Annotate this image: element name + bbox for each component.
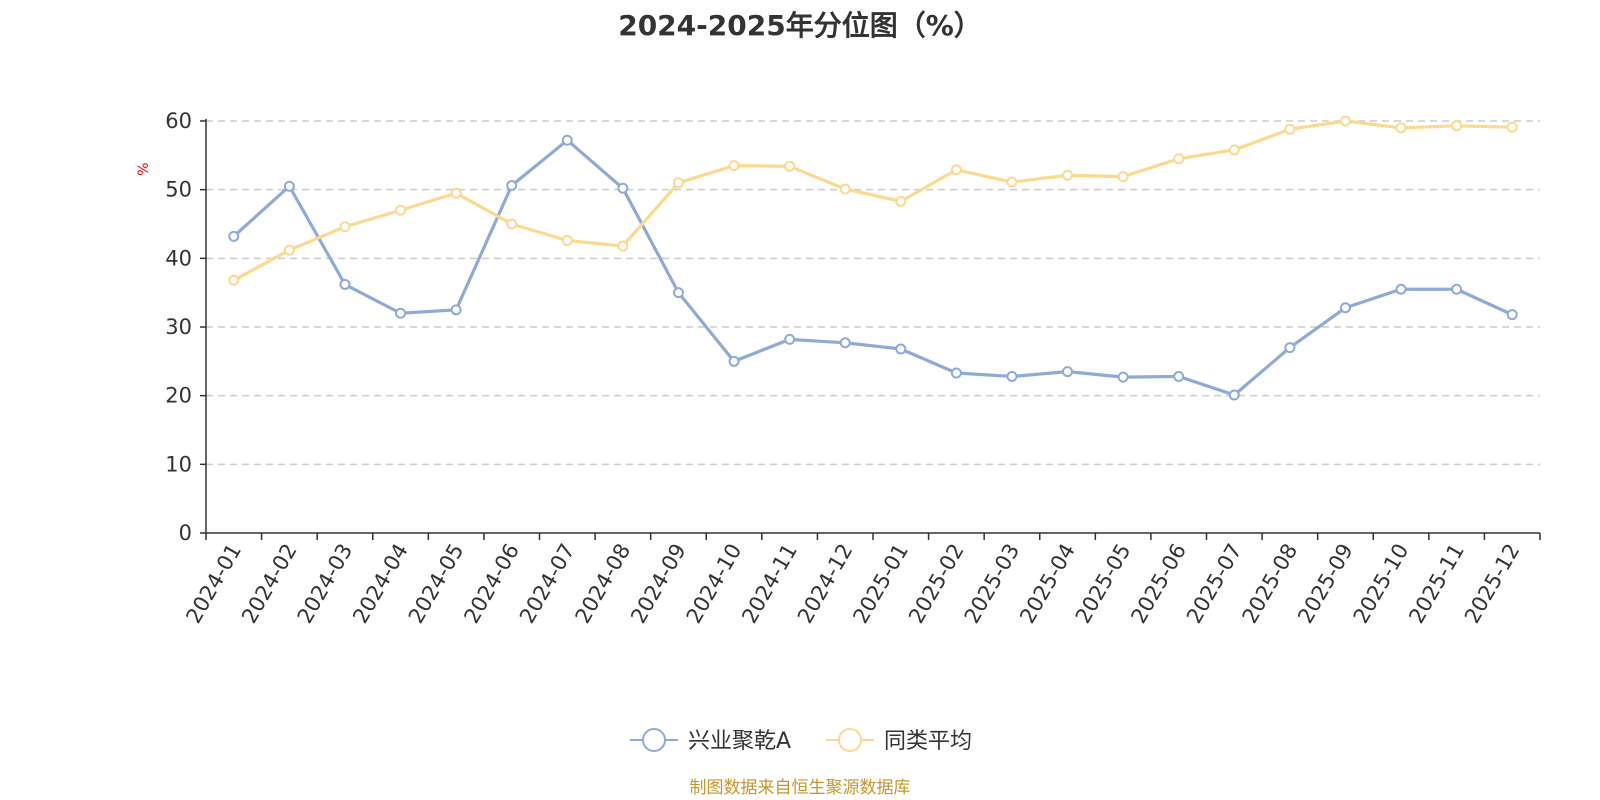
- x-tick-label: 2024-09: [626, 540, 691, 628]
- x-tick-label: 2024-10: [682, 540, 747, 628]
- x-tick-label: 2025-01: [848, 540, 913, 628]
- data-point: [728, 160, 740, 172]
- x-tick-label: 2024-08: [571, 540, 636, 628]
- data-point: [617, 182, 629, 194]
- y-axis-label: %: [136, 162, 152, 175]
- y-tick-label: 10: [165, 452, 192, 476]
- x-tick-label: 2025-06: [1126, 540, 1191, 628]
- x-tick-label: 2025-08: [1238, 540, 1303, 628]
- data-point: [1339, 115, 1351, 127]
- x-tick-label: 2025-09: [1293, 540, 1358, 628]
- data-point: [1173, 153, 1185, 165]
- series-lines: [228, 115, 1518, 401]
- y-tick-label: 60: [165, 109, 192, 133]
- data-point: [561, 134, 573, 146]
- source-note: 制图数据来自恒生聚源数据库: [689, 778, 911, 798]
- data-point: [339, 221, 351, 233]
- data-point: [1395, 283, 1407, 295]
- x-tick-label: 2025-02: [904, 540, 969, 628]
- data-point: [561, 234, 573, 246]
- data-point: [506, 218, 518, 230]
- x-tick-label: 2024-11: [737, 540, 802, 628]
- data-point: [395, 204, 407, 216]
- x-tick-label: 2024-03: [293, 540, 358, 628]
- data-point: [228, 274, 240, 286]
- legend-marker: [642, 728, 666, 752]
- y-tick-label: 30: [165, 315, 192, 339]
- data-point: [895, 343, 907, 355]
- data-point: [950, 367, 962, 379]
- y-tick-label: 50: [165, 178, 192, 202]
- data-point: [1506, 309, 1518, 321]
- data-point: [1395, 122, 1407, 134]
- legend: 兴业聚乾A 同类平均: [630, 728, 972, 754]
- y-tick-label: 20: [165, 384, 192, 408]
- data-point: [506, 180, 518, 192]
- data-point: [1006, 176, 1018, 188]
- x-tick-label: 2024-07: [515, 540, 580, 628]
- data-point: [1173, 370, 1185, 382]
- data-point: [1006, 370, 1018, 382]
- x-tick-label: 2025-10: [1349, 540, 1414, 628]
- data-point: [1284, 342, 1296, 354]
- x-tick-label: 2024-04: [348, 540, 413, 628]
- x-tick-label: 2025-04: [1015, 540, 1080, 628]
- x-tick-label: 2025-12: [1460, 540, 1525, 628]
- x-tick-label: 2025-03: [960, 540, 1025, 628]
- data-point: [228, 230, 240, 242]
- y-tick-label: 40: [165, 246, 192, 270]
- x-tick-label: 2024-05: [404, 540, 469, 628]
- chart-title: 2024-2025年分位图（%）: [618, 9, 982, 42]
- data-point: [839, 337, 851, 349]
- data-point: [1506, 121, 1518, 133]
- data-point: [784, 333, 796, 345]
- data-point: [1062, 366, 1074, 378]
- data-point: [1062, 169, 1074, 181]
- legend-marker: [838, 728, 862, 752]
- x-tick-label: 2024-06: [459, 540, 524, 628]
- data-point: [1228, 144, 1240, 156]
- data-point: [1228, 389, 1240, 401]
- data-point: [1451, 120, 1463, 132]
- data-point: [617, 240, 629, 252]
- data-point: [283, 244, 295, 256]
- data-point: [283, 180, 295, 192]
- data-point: [895, 195, 907, 207]
- x-tick-label: 2025-05: [1071, 540, 1136, 628]
- data-point: [450, 187, 462, 199]
- series-line-0: [232, 138, 1514, 397]
- x-tick-label: 2025-07: [1182, 540, 1247, 628]
- x-tick-label: 2024-02: [237, 540, 302, 628]
- legend-label: 兴业聚乾A: [688, 729, 791, 754]
- x-tick-label: 2024-12: [793, 540, 858, 628]
- data-point: [950, 164, 962, 176]
- data-point: [1339, 302, 1351, 314]
- series-line-1: [232, 119, 1514, 282]
- data-point: [784, 160, 796, 172]
- data-point: [1451, 283, 1463, 295]
- data-point: [1117, 171, 1129, 183]
- legend-label: 同类平均: [884, 729, 972, 754]
- data-point: [1117, 371, 1129, 383]
- data-point: [672, 177, 684, 189]
- data-point: [395, 307, 407, 319]
- data-point: [728, 355, 740, 367]
- data-point: [672, 287, 684, 299]
- grid-lines: [206, 120, 1540, 466]
- y-tick-label: 0: [179, 521, 192, 545]
- x-tick-label: 2024-01: [181, 540, 246, 628]
- data-point: [450, 304, 462, 316]
- data-point: [339, 278, 351, 290]
- data-point: [839, 183, 851, 195]
- x-tick-label: 2025-11: [1404, 540, 1469, 628]
- data-point: [1284, 123, 1296, 135]
